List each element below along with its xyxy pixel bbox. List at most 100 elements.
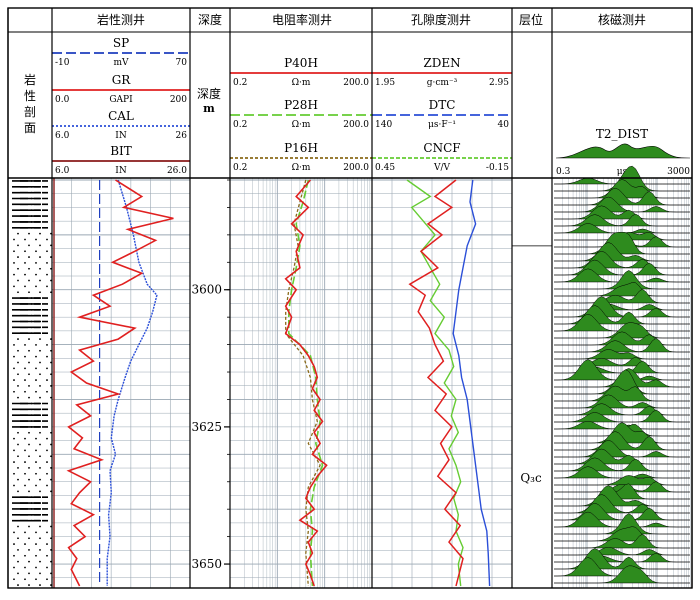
lithology-sand-dot bbox=[13, 250, 15, 253]
lithology-sand-dot bbox=[28, 537, 30, 540]
lithology-sand-dot bbox=[17, 279, 19, 282]
lithology-label-char: 剖 bbox=[24, 105, 36, 119]
lithology-sand-dot bbox=[46, 472, 48, 475]
col-header-nmr: 核磁测井 bbox=[598, 12, 646, 27]
lithology-sand-dot bbox=[28, 525, 30, 528]
lithology-sand-dot bbox=[35, 543, 37, 545]
lithology-sand-dot bbox=[39, 349, 41, 352]
lithology-sand-dot bbox=[17, 455, 19, 458]
cncf-header-name: CNCF bbox=[423, 141, 460, 155]
t2-distribution bbox=[554, 338, 690, 353]
curve-cncf bbox=[406, 179, 464, 587]
lithology-sand-dot bbox=[46, 367, 48, 370]
lithology-sand-dot bbox=[13, 379, 15, 381]
zden-header-max: 2.95 bbox=[489, 78, 509, 88]
t2-distribution bbox=[554, 242, 690, 262]
lithology-sand-dot bbox=[35, 437, 37, 440]
p40h-header-max: 200.0 bbox=[343, 78, 369, 88]
t2-distribution bbox=[554, 409, 690, 423]
lithology-label-char: 面 bbox=[24, 121, 36, 135]
lithology-sand-dot bbox=[39, 537, 41, 540]
curve-zden bbox=[408, 179, 464, 587]
bit-header-unit: IN bbox=[115, 166, 127, 176]
lithology-sand-dot bbox=[24, 344, 26, 346]
lithology-sand-dot bbox=[46, 531, 48, 534]
lithology-sand-dot bbox=[24, 390, 26, 393]
lithology-sand-dot bbox=[13, 273, 15, 276]
t2-distribution bbox=[554, 196, 690, 213]
lithology-sand-dot bbox=[17, 431, 19, 434]
dtc-header-max: 40 bbox=[498, 120, 510, 130]
t2-header-name: T2_DIST bbox=[596, 127, 648, 141]
lithology-sand-dot bbox=[35, 472, 37, 475]
lithology-sand-dot bbox=[13, 484, 15, 487]
p16h-header-min: 0.2 bbox=[233, 163, 247, 173]
lithology-sand-dot bbox=[39, 396, 41, 399]
lithology-sand-dot bbox=[17, 560, 19, 563]
lithology-sand-dot bbox=[24, 437, 26, 440]
lithology-sand-dot bbox=[13, 238, 15, 241]
lithology-sand-dot bbox=[39, 455, 41, 458]
col-header-layer: 层位 bbox=[519, 12, 543, 27]
t2-distribution bbox=[554, 565, 690, 584]
lithology-sand-dot bbox=[24, 461, 26, 463]
lithology-sand-dot bbox=[28, 443, 30, 446]
lithology-sand-dot bbox=[17, 537, 19, 540]
lithology-sand-dot bbox=[28, 232, 30, 235]
lithology-sand-dot bbox=[13, 355, 15, 358]
col-header-lithology-tracks: 岩性测井 bbox=[97, 12, 145, 27]
lithology-sand-dot bbox=[35, 238, 37, 241]
lithology-sand-dot bbox=[13, 578, 15, 581]
t2-distribution bbox=[554, 534, 690, 549]
lithology-sand-dot bbox=[39, 490, 41, 493]
lithology-sand-dot bbox=[28, 267, 30, 270]
depth-header-label: 深度 bbox=[197, 86, 221, 101]
lithology-sand-dot bbox=[24, 367, 26, 370]
lithology-sand-dot bbox=[17, 525, 19, 528]
lithology-sand-dot bbox=[13, 554, 15, 557]
lithology-sand-dot bbox=[35, 355, 37, 358]
lithology-label-char: 岩 bbox=[24, 72, 36, 87]
lithology-sand-dot bbox=[24, 543, 26, 545]
sp-header-max: 70 bbox=[176, 58, 188, 68]
lithology-sand-dot bbox=[28, 385, 30, 387]
lithology-sand-dot bbox=[13, 285, 15, 288]
lithology-sand-dot bbox=[35, 262, 37, 264]
lithology-sand-dot bbox=[35, 554, 37, 557]
lithology-sand-dot bbox=[35, 367, 37, 370]
lithology-sand-dot bbox=[46, 578, 48, 581]
bit-header-min: 6.0 bbox=[55, 166, 70, 176]
depth-tick-label: 3600 bbox=[191, 283, 222, 297]
t2-distribution bbox=[554, 331, 690, 346]
p28h-header-max: 200.0 bbox=[343, 120, 369, 130]
sp-header-name: SP bbox=[113, 36, 129, 50]
col-header-porosity: 孔隙度测井 bbox=[411, 12, 471, 27]
lithology-sand-dot bbox=[28, 560, 30, 563]
p40h-header-min: 0.2 bbox=[233, 78, 247, 88]
p16h-header-max: 200.0 bbox=[343, 163, 369, 173]
t2-header-unit: μs bbox=[617, 167, 628, 177]
lithology-sand-dot bbox=[46, 484, 48, 487]
lithology-sand-dot bbox=[28, 338, 30, 340]
cncf-header-unit: V/V bbox=[433, 163, 451, 173]
t2-distribution bbox=[554, 483, 690, 500]
dtc-header-min: 140 bbox=[375, 120, 392, 130]
lithology-sand-dot bbox=[28, 478, 30, 481]
lithology-sand-dot bbox=[24, 262, 26, 264]
col-header-resistivity: 电阻率测井 bbox=[272, 12, 332, 27]
lithology-sand-dot bbox=[35, 285, 37, 288]
lithology-sand-dot bbox=[28, 467, 30, 469]
t2-distribution bbox=[554, 431, 690, 451]
lithology-sand-dot bbox=[28, 361, 30, 364]
layer-label: Q₃c bbox=[520, 471, 542, 485]
lithology-sand-dot bbox=[39, 443, 41, 446]
lithology-sand-dot bbox=[24, 250, 26, 253]
t2-distribution bbox=[554, 369, 690, 395]
lithology-sand-dot bbox=[35, 566, 37, 569]
p16h-header-unit: Ω·m bbox=[292, 163, 311, 173]
sp-header-min: -10 bbox=[55, 58, 70, 68]
lithology-sand-dot bbox=[39, 549, 41, 551]
lithology-sand-dot bbox=[28, 455, 30, 458]
